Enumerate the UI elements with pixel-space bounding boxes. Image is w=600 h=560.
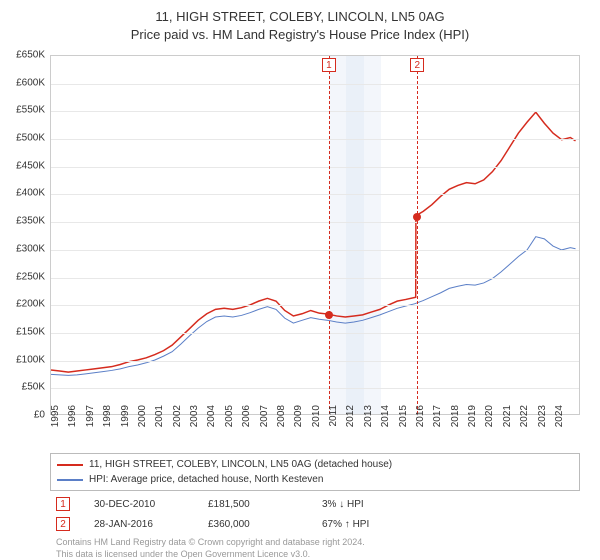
- x-tick-label: 2019: [467, 405, 478, 435]
- x-tick-label: 2010: [311, 405, 322, 435]
- legend-swatch: [57, 479, 83, 481]
- y-tick-label: £0: [5, 410, 45, 421]
- legend-area: 11, HIGH STREET, COLEBY, LINCOLN, LN5 0A…: [50, 453, 580, 560]
- y-tick-label: £650K: [5, 50, 45, 61]
- sale-date: 28-JAN-2016: [94, 519, 184, 530]
- x-tick-label: 2005: [224, 405, 235, 435]
- y-tick-label: £500K: [5, 133, 45, 144]
- gridline: [51, 111, 579, 112]
- gridline: [51, 333, 579, 334]
- y-tick-label: £450K: [5, 160, 45, 171]
- gridline: [51, 84, 579, 85]
- chart-title: 11, HIGH STREET, COLEBY, LINCOLN, LN5 0A…: [0, 0, 600, 44]
- y-tick-label: £550K: [5, 105, 45, 116]
- title-line2: Price paid vs. HM Land Registry's House …: [0, 26, 600, 44]
- gridline: [51, 139, 579, 140]
- sale-date: 30-DEC-2010: [94, 499, 184, 510]
- y-tick-label: £250K: [5, 271, 45, 282]
- legend-label: HPI: Average price, detached house, Nort…: [89, 472, 323, 487]
- plot-area: 12: [50, 55, 580, 415]
- footer-attribution: Contains HM Land Registry data © Crown c…: [50, 537, 580, 560]
- y-tick-label: £150K: [5, 326, 45, 337]
- x-tick-label: 2009: [293, 405, 304, 435]
- x-tick-label: 2014: [380, 405, 391, 435]
- x-tick-label: 1996: [67, 405, 78, 435]
- sale-row-box: 2: [56, 517, 70, 531]
- sale-price: £360,000: [208, 519, 298, 530]
- chart-container: 11, HIGH STREET, COLEBY, LINCOLN, LN5 0A…: [0, 0, 600, 560]
- y-tick-label: £50K: [5, 382, 45, 393]
- y-tick-label: £350K: [5, 216, 45, 227]
- sale-row-box: 1: [56, 497, 70, 511]
- title-line1: 11, HIGH STREET, COLEBY, LINCOLN, LN5 0A…: [0, 8, 600, 26]
- y-tick-label: £200K: [5, 299, 45, 310]
- y-tick-label: £100K: [5, 354, 45, 365]
- gridline: [51, 222, 579, 223]
- x-tick-label: 2020: [484, 405, 495, 435]
- gridline: [51, 305, 579, 306]
- x-tick-label: 1998: [102, 405, 113, 435]
- footer-line1: Contains HM Land Registry data © Crown c…: [56, 537, 580, 549]
- x-tick-label: 2024: [554, 405, 565, 435]
- sale-row: 2 28-JAN-2016 £360,000 67% ↑ HPI: [50, 517, 580, 531]
- x-tick-label: 2007: [259, 405, 270, 435]
- x-tick-label: 2021: [502, 405, 513, 435]
- x-tick-label: 2023: [537, 405, 548, 435]
- x-tick-label: 2006: [241, 405, 252, 435]
- x-tick-label: 2015: [398, 405, 409, 435]
- x-tick-label: 1995: [50, 405, 61, 435]
- sales-table: 1 30-DEC-2010 £181,500 3% ↓ HPI 2 28-JAN-2016…: [50, 497, 580, 531]
- x-tick-label: 2013: [363, 405, 374, 435]
- sale-marker-box: 1: [322, 58, 336, 72]
- x-tick-label: 2016: [415, 405, 426, 435]
- x-tick-label: 1997: [85, 405, 96, 435]
- y-tick-label: £300K: [5, 243, 45, 254]
- sale-delta: 3% ↓ HPI: [322, 499, 412, 510]
- sale-row: 1 30-DEC-2010 £181,500 3% ↓ HPI: [50, 497, 580, 511]
- sale-marker-dot: [325, 311, 333, 319]
- x-tick-label: 2012: [345, 405, 356, 435]
- gridline: [51, 278, 579, 279]
- gridline: [51, 388, 579, 389]
- sale-delta: 67% ↑ HPI: [322, 519, 412, 530]
- x-tick-label: 2003: [189, 405, 200, 435]
- sale-marker-box: 2: [410, 58, 424, 72]
- y-tick-label: £600K: [5, 77, 45, 88]
- sale-marker-line: [329, 56, 330, 414]
- x-tick-label: 2008: [276, 405, 287, 435]
- x-tick-label: 2022: [519, 405, 530, 435]
- legend-row: HPI: Average price, detached house, Nort…: [57, 472, 573, 487]
- footer-line2: This data is licensed under the Open Gov…: [56, 549, 580, 560]
- x-tick-label: 2000: [137, 405, 148, 435]
- x-tick-label: 2004: [206, 405, 217, 435]
- x-tick-label: 2018: [450, 405, 461, 435]
- legend-row: 11, HIGH STREET, COLEBY, LINCOLN, LN5 0A…: [57, 457, 573, 472]
- x-tick-label: 2001: [154, 405, 165, 435]
- y-tick-label: £400K: [5, 188, 45, 199]
- gridline: [51, 167, 579, 168]
- sale-price: £181,500: [208, 499, 298, 510]
- legend-label: 11, HIGH STREET, COLEBY, LINCOLN, LN5 0A…: [89, 457, 392, 472]
- x-tick-label: 2017: [432, 405, 443, 435]
- legend-series-box: 11, HIGH STREET, COLEBY, LINCOLN, LN5 0A…: [50, 453, 580, 491]
- sale-marker-line: [417, 56, 418, 414]
- x-tick-label: 2011: [328, 405, 339, 435]
- x-tick-label: 2002: [172, 405, 183, 435]
- gridline: [51, 361, 579, 362]
- gridline: [51, 250, 579, 251]
- gridline: [51, 194, 579, 195]
- legend-swatch: [57, 464, 83, 466]
- sale-marker-dot: [413, 213, 421, 221]
- x-tick-label: 1999: [120, 405, 131, 435]
